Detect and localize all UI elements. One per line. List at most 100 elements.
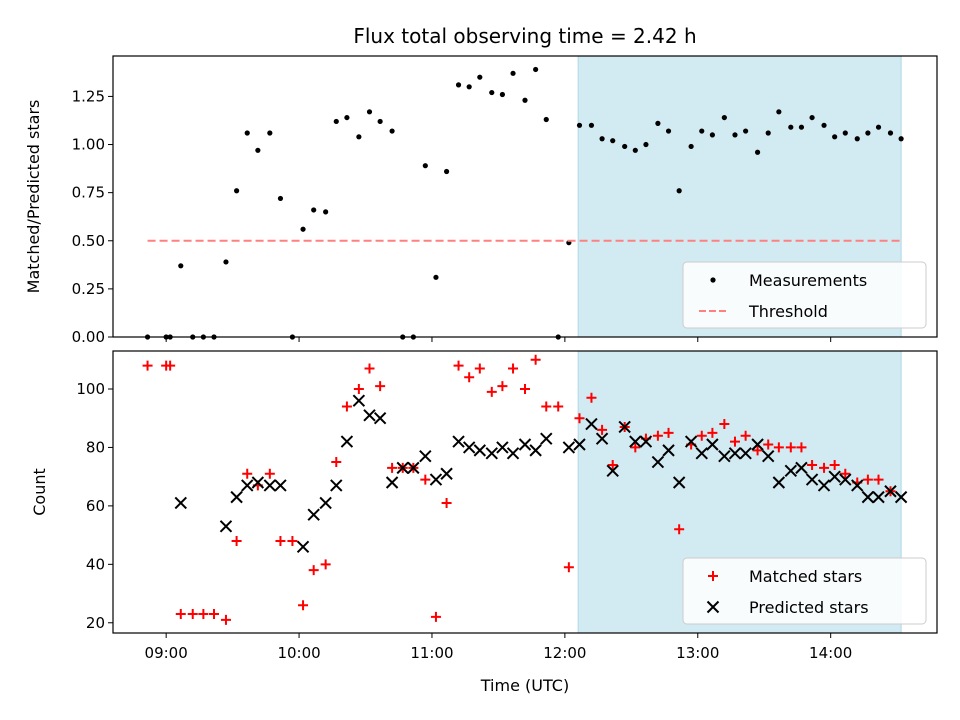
- predicted-point: [562, 441, 576, 454]
- predicted-point: [751, 438, 764, 451]
- measurement-point: [422, 163, 428, 169]
- predicted-point: [739, 447, 752, 460]
- matched-point: [430, 611, 441, 622]
- matched-point: [175, 609, 186, 620]
- predicted-point: [851, 479, 864, 492]
- matched-point: [165, 360, 176, 371]
- measurement-point: [643, 141, 649, 148]
- measurement-point: [632, 147, 638, 153]
- predicted-point: [174, 496, 187, 510]
- matched-point: [308, 565, 319, 576]
- matched-point: [563, 562, 574, 573]
- legend: Measurements Threshold: [682, 261, 927, 329]
- measurement-point: [489, 89, 495, 96]
- legend-marker: [710, 277, 716, 283]
- matched-point: [829, 459, 840, 470]
- matched-point: [763, 439, 774, 450]
- measurement-point: [300, 226, 306, 232]
- matched-point: [819, 462, 830, 473]
- matched-point: [773, 442, 784, 453]
- measurement-point: [842, 130, 848, 136]
- matched-point: [652, 430, 663, 441]
- legend-box: [682, 557, 927, 625]
- predicted-point: [396, 461, 409, 475]
- predicted-point: [296, 540, 310, 554]
- matched-point: [541, 401, 552, 412]
- measurement-point: [311, 207, 317, 213]
- matched-point: [740, 430, 751, 441]
- matched-point: [752, 445, 763, 456]
- y-axis-label: Matched/Predicted stars: [24, 100, 43, 294]
- matched-point: [142, 360, 153, 371]
- measurement-point: [543, 116, 549, 123]
- matched-point: [785, 442, 796, 453]
- matched-point: [729, 436, 740, 447]
- matched-point: [298, 600, 309, 611]
- matched-point: [341, 401, 352, 412]
- matched-point: [353, 383, 364, 394]
- predicted-point: [861, 490, 875, 504]
- measurement-point: [743, 128, 749, 134]
- matched-point: [264, 468, 275, 479]
- predicted-point: [363, 409, 376, 422]
- predicted-point: [407, 461, 420, 475]
- y-tick-label: 100: [76, 380, 105, 398]
- predicted-point: [419, 449, 432, 463]
- matched-point: [320, 559, 331, 570]
- measurement-point: [765, 130, 771, 136]
- matched-point: [387, 462, 398, 473]
- measurement-point: [389, 128, 395, 134]
- matched-point: [231, 535, 242, 546]
- predicted-point: [307, 508, 320, 521]
- matched-point: [553, 401, 564, 412]
- legend-box: [682, 261, 927, 329]
- predicted-point: [473, 444, 487, 457]
- measurement-point: [234, 188, 240, 194]
- axes-frame: [112, 55, 938, 338]
- predicted-point: [662, 444, 675, 457]
- predicted-point: [518, 438, 532, 451]
- matched-point: [464, 372, 475, 383]
- x-tick-label: 11:00: [410, 644, 453, 662]
- chart-title: Flux total observing time = 2.42 h: [353, 24, 696, 48]
- predicted-point: [884, 485, 897, 498]
- measurement-point: [622, 143, 628, 150]
- measurement-point: [244, 130, 250, 136]
- measurement-point: [178, 263, 184, 269]
- y-tick-label: 0.00: [72, 328, 105, 346]
- matched-point: [607, 459, 618, 470]
- measurement-point: [610, 138, 616, 144]
- predicted-point: [506, 447, 520, 460]
- matched-point: [873, 474, 884, 485]
- matched-point: [586, 392, 597, 403]
- measurement-point: [676, 188, 682, 194]
- x-axis-label: Time (UTC): [480, 676, 569, 695]
- measurement-point: [466, 84, 472, 90]
- measurement-point: [599, 136, 605, 142]
- predicted-point: [828, 470, 841, 483]
- matched-point: [574, 413, 585, 424]
- predicted-point: [462, 441, 476, 454]
- predicted-point: [872, 490, 885, 504]
- matched-point: [597, 424, 608, 435]
- predicted-point: [651, 455, 665, 469]
- matched-point: [696, 430, 707, 441]
- legend-label: Measurements: [749, 271, 867, 290]
- measurement-point: [798, 124, 805, 130]
- predicted-point: [440, 467, 453, 480]
- matched-point: [520, 383, 530, 394]
- ratio-panel: 0.00 0.25 0.50 0.75 1.00 1.25 Matched/Predicte…: [24, 55, 938, 346]
- measurement-point: [533, 66, 539, 73]
- predicted-point: [784, 464, 798, 478]
- y-tick-label: 0.25: [72, 280, 105, 298]
- measurement-point: [821, 122, 827, 128]
- predicted-point: [795, 461, 808, 475]
- predicted-point: [340, 435, 354, 448]
- measurement-point: [277, 195, 284, 202]
- x-tick-label: 14:00: [809, 644, 852, 662]
- matched-point: [220, 614, 231, 625]
- y-tick-label: 0.75: [72, 184, 105, 202]
- measurement-point: [709, 132, 715, 138]
- predicted-point: [839, 473, 852, 486]
